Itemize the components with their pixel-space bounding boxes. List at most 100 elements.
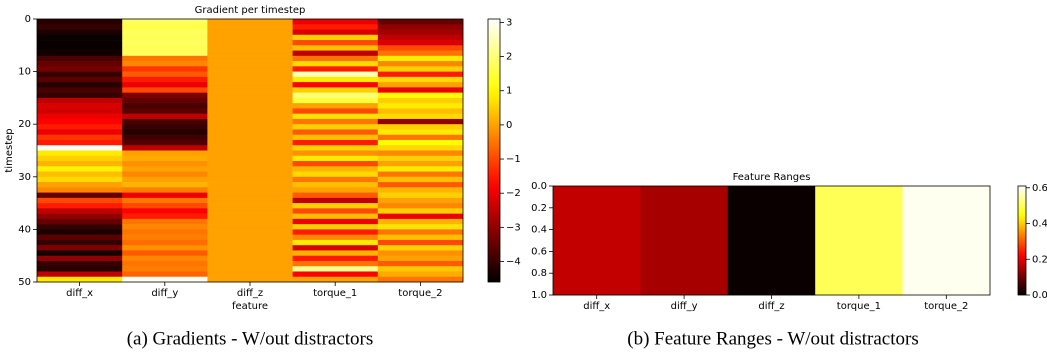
heatmap-cell	[37, 197, 123, 204]
heatmap-cell	[292, 139, 379, 146]
x-tick-label: diff_x	[583, 301, 610, 312]
heatmap-cell	[37, 108, 123, 114]
heatmap-cell	[377, 229, 464, 235]
heatmap-cell	[292, 276, 379, 283]
heatmap-cell	[37, 29, 123, 36]
heatmap-cell	[207, 55, 293, 62]
heatmap-cell	[377, 276, 464, 283]
heatmap-cell	[122, 150, 208, 157]
heatmap-cell	[122, 161, 208, 167]
heatmap-cell	[37, 155, 123, 162]
heatmap-cell	[207, 250, 293, 256]
heatmap-cell	[207, 19, 293, 25]
heatmap-cell	[37, 203, 123, 209]
heatmap-cell	[122, 139, 208, 146]
heatmap-cell	[207, 161, 293, 167]
heatmap-cell	[207, 34, 293, 41]
heatmap-cell	[122, 76, 208, 83]
heatmap-cell	[377, 187, 464, 193]
heatmap-cell	[207, 276, 293, 283]
heatmap-cell	[207, 92, 293, 99]
heatmap-cell	[377, 155, 464, 162]
heatmap-cell	[292, 118, 379, 125]
heatmap-cell	[207, 187, 293, 193]
heatmap-cell	[122, 229, 208, 235]
heatmap-cell	[122, 92, 208, 99]
heatmap-cell	[122, 213, 208, 220]
heatmap-cell	[122, 218, 208, 225]
heatmap-cell	[292, 40, 379, 46]
heatmap-cell	[207, 203, 293, 209]
heatmap-cell	[207, 103, 293, 109]
heatmap-cell	[122, 239, 208, 246]
heatmap-cell	[377, 176, 464, 183]
heatmap-cell	[37, 118, 123, 125]
heatmap-cell	[292, 87, 379, 93]
heatmap-cell	[292, 182, 379, 188]
heatmap-cell	[292, 50, 379, 57]
heatmap-cell	[37, 103, 123, 109]
heatmap-cell	[377, 197, 464, 204]
heatmap-cell	[37, 161, 123, 167]
heatmap-cell	[377, 139, 464, 146]
heatmap-cell	[292, 24, 379, 30]
heatmap-cell	[37, 55, 123, 62]
heatmap-cell	[37, 239, 123, 246]
heatmap-cell	[292, 255, 379, 262]
heatmap-cell	[292, 166, 379, 172]
heatmap-cell	[377, 239, 464, 246]
heatmap-cell	[292, 224, 379, 230]
heatmap-cell	[122, 19, 208, 25]
heatmap-cell	[207, 266, 293, 272]
heatmap-cell	[815, 186, 903, 296]
heatmap-cell	[122, 271, 208, 278]
heatmap-cell	[37, 266, 123, 272]
heatmap-cell	[292, 218, 379, 225]
heatmap-cell	[122, 176, 208, 183]
heatmap-cell	[377, 61, 464, 67]
colorbar-tick-label: −4	[506, 257, 521, 268]
heatmap-cell	[292, 203, 379, 209]
heatmap-cell	[122, 71, 208, 78]
heatmap-cell	[377, 203, 464, 209]
heatmap-cell	[207, 218, 293, 225]
heatmap-cell	[377, 24, 464, 30]
heatmap-cell	[122, 266, 208, 272]
heatmap-cell	[377, 97, 464, 104]
heatmap-cell	[292, 124, 379, 130]
x-tick-label: diff_z	[237, 288, 263, 299]
heatmap-cell	[37, 260, 123, 267]
heatmap-cell	[122, 260, 208, 267]
colorbar-tick-label: 2	[506, 52, 512, 63]
heatmap-cell	[37, 176, 123, 183]
heatmap-cell	[377, 40, 464, 46]
heatmap-cell	[377, 82, 464, 88]
heatmap-cell	[292, 108, 379, 114]
heatmap-cell	[122, 82, 208, 88]
heatmap-cell	[122, 197, 208, 204]
x-tick-label: diff_z	[758, 301, 784, 312]
heatmap-cell	[292, 271, 379, 278]
heatmap-cell	[37, 50, 123, 57]
heatmap-cell	[207, 113, 293, 120]
colorbar-tick-label: −1	[506, 154, 521, 165]
heatmap-cell	[207, 40, 293, 46]
heatmap-cell	[122, 118, 208, 125]
heatmap-cell	[207, 29, 293, 36]
heatmap-cell	[292, 76, 379, 83]
heatmap-cell	[37, 145, 123, 151]
y-tick-label: 0.6	[531, 246, 547, 257]
colorbar-tick-label: 3	[506, 17, 512, 28]
heatmap-cell	[207, 224, 293, 230]
heatmap-cell	[37, 229, 123, 235]
heatmap-cell	[292, 129, 379, 136]
heatmap-cell	[292, 71, 379, 78]
heatmap-cell	[37, 134, 123, 141]
heatmap-cell	[377, 171, 464, 178]
heatmap-cell	[292, 176, 379, 183]
heatmap-cell	[207, 213, 293, 220]
heatmap-cell	[37, 276, 123, 283]
heatmap-cell	[377, 266, 464, 272]
heatmap-cell	[292, 134, 379, 141]
heatmap-cell	[207, 234, 293, 241]
